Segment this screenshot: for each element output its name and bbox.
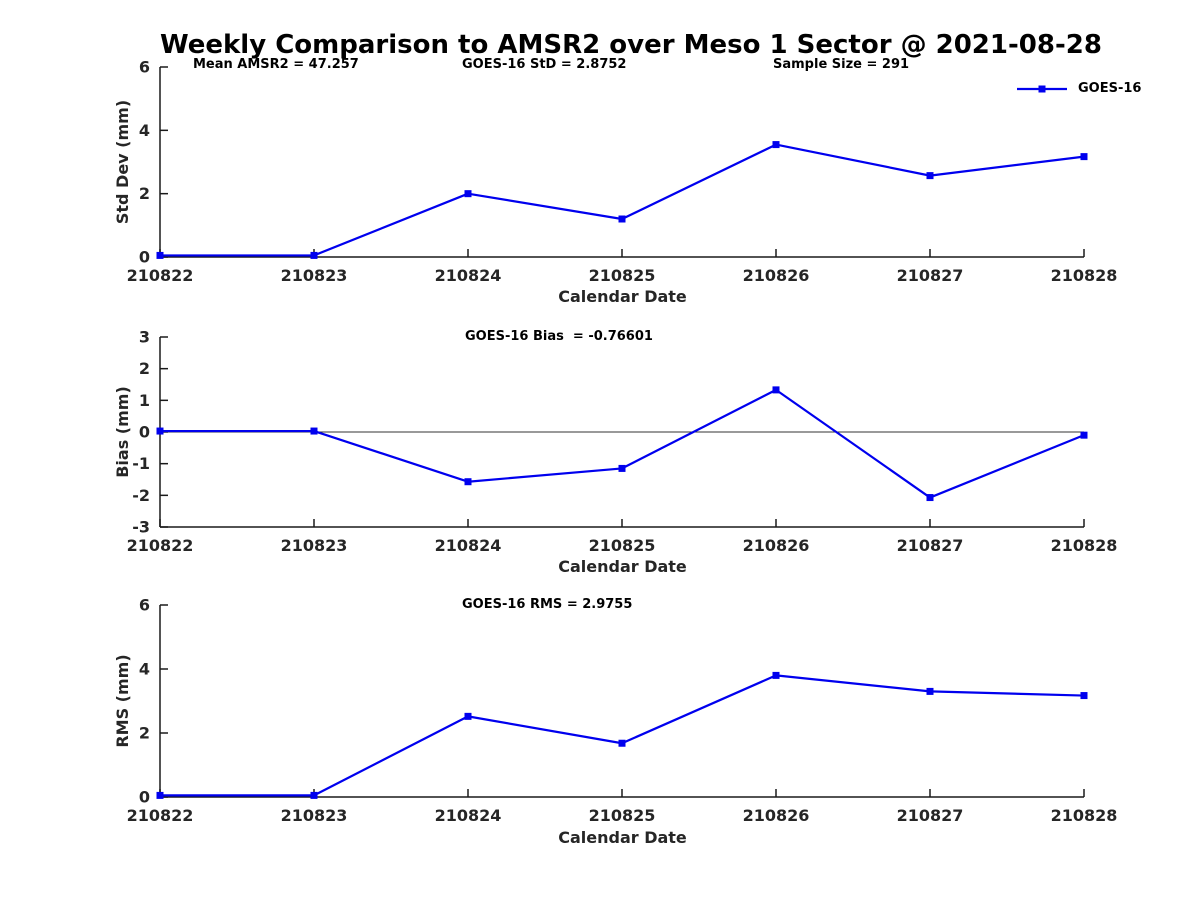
- legend-marker-icon: [1038, 85, 1046, 92]
- data-point: [926, 494, 934, 502]
- x-tick-label: 210825: [589, 806, 656, 825]
- y-tick-label: 6: [139, 58, 150, 77]
- y-tick-label: 4: [139, 660, 150, 679]
- data-point: [618, 739, 626, 747]
- data-point: [618, 464, 626, 472]
- y-tick-label: 2: [139, 184, 150, 203]
- x-tick-label: 210824: [435, 266, 502, 285]
- x-tick-label: 210827: [897, 266, 964, 285]
- chart-3: 0 2 4 6 210822 210823 210824 210825 210826 210827…: [127, 596, 1118, 826]
- x-tick-label: 210825: [589, 536, 656, 555]
- data-point: [310, 251, 318, 259]
- x-tick-label: 210826: [743, 536, 810, 555]
- chart-2: -3 -2 -1 0 1 2 3 210822 210823 210824 210825 210826…: [127, 328, 1118, 556]
- y-tick-label: 0: [139, 423, 150, 442]
- data-point: [464, 478, 472, 486]
- legend-series-label: GOES-16: [1078, 81, 1142, 96]
- x-tick-label: 210827: [897, 806, 964, 825]
- x-tick-label: 210825: [589, 266, 656, 285]
- data-point: [310, 791, 318, 799]
- annotation-goes16-std: GOES-16 StD = 2.8752: [462, 57, 627, 72]
- data-point: [1080, 431, 1088, 439]
- chart-1: 0 2 4 6 210822 210823 210824 210825 210826 210827…: [127, 58, 1118, 286]
- data-point: [156, 791, 164, 799]
- data-point: [772, 141, 780, 149]
- legend-swatch: [1017, 85, 1067, 92]
- x-tick-label: 210828: [1051, 536, 1118, 555]
- data-point: [772, 671, 780, 679]
- data-point: [156, 251, 164, 259]
- annotation-goes16-rms: GOES-16 RMS = 2.9755: [462, 597, 633, 612]
- data-point: [310, 427, 318, 435]
- x-tick-label: 210822: [127, 536, 194, 555]
- x-axis-label-top: Calendar Date: [558, 287, 687, 306]
- annotation-sample-size: Sample Size = 291: [773, 57, 910, 72]
- data-point: [926, 687, 934, 695]
- data-point: [1080, 692, 1088, 700]
- x-axis-label-bottom: Calendar Date: [558, 828, 687, 847]
- x-tick-label: 210828: [1051, 806, 1118, 825]
- y-tick-label: 1: [139, 391, 150, 410]
- data-point: [926, 172, 934, 180]
- legend: GOES-16: [1016, 81, 1141, 96]
- y-tick-label: -2: [132, 486, 150, 505]
- data-line: [160, 674, 1085, 797]
- data-point: [464, 190, 472, 198]
- x-tick-label: 210824: [435, 806, 502, 825]
- data-point: [772, 386, 780, 394]
- data-line: [160, 388, 1085, 499]
- x-tick-label: 210822: [127, 806, 194, 825]
- x-tick-label: 210823: [281, 266, 348, 285]
- x-tick-label: 210826: [743, 266, 810, 285]
- annotation-goes16-bias: GOES-16 Bias = -0.76601: [465, 329, 653, 344]
- y-tick-label: 0: [139, 248, 150, 267]
- y-tick-label: 2: [139, 724, 150, 743]
- x-tick-label: 210822: [127, 266, 194, 285]
- annotation-mean-amsr2: Mean AMSR2 = 47.257: [193, 57, 359, 72]
- figure-title: Weekly Comparison to AMSR2 over Meso 1 S…: [160, 30, 1102, 60]
- data-point: [156, 427, 164, 435]
- data-point: [618, 215, 626, 223]
- y-tick-label: 3: [139, 328, 150, 347]
- y-tick-label: 4: [139, 121, 150, 140]
- x-tick-label: 210823: [281, 806, 348, 825]
- x-tick-label: 210826: [743, 806, 810, 825]
- y-tick-label: -3: [132, 518, 150, 537]
- x-tick-label: 210827: [897, 536, 964, 555]
- y-tick-label: 6: [139, 596, 150, 615]
- x-tick-label: 210828: [1051, 266, 1118, 285]
- x-tick-label: 210824: [435, 536, 502, 555]
- y-tick-label: 2: [139, 359, 150, 378]
- x-tick-label: 210823: [281, 536, 348, 555]
- y-tick-label: -1: [132, 454, 150, 473]
- data-line: [160, 143, 1085, 257]
- x-axis-label-middle: Calendar Date: [558, 557, 687, 576]
- data-point: [1080, 153, 1088, 161]
- data-point: [464, 712, 472, 720]
- y-tick-label: 0: [139, 788, 150, 807]
